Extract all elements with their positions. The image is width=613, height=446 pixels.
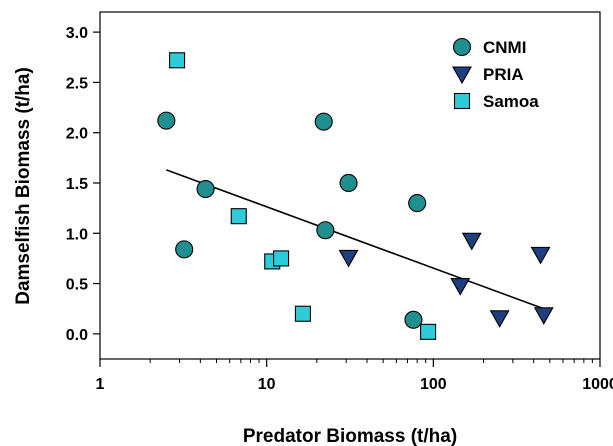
cnmi-point bbox=[404, 310, 423, 329]
cnmi-point bbox=[196, 179, 215, 199]
y-tick-label: 2.0 bbox=[66, 126, 88, 143]
legend-samoa-marker bbox=[453, 92, 471, 110]
y-tick-label: 3.0 bbox=[66, 25, 88, 42]
y-tick-label: 0.5 bbox=[66, 277, 88, 294]
y-axis-title: Damselfish Biomass (t/ha) bbox=[13, 67, 34, 305]
x-axis-ticks: 1 10 100 1000 bbox=[96, 359, 613, 393]
x-tick-label: 1 bbox=[96, 376, 105, 393]
y-axis-ticks: 0.0 0.5 1.0 1.5 2.0 2.5 3.0 bbox=[66, 25, 100, 344]
pria-point bbox=[489, 310, 510, 328]
legend: CNMI PRIA Samoa bbox=[452, 37, 539, 111]
regression-line bbox=[166, 169, 545, 310]
cnmi-point bbox=[314, 112, 333, 131]
cnmi-point bbox=[316, 221, 335, 240]
pria-point bbox=[461, 232, 482, 251]
y-tick-label: 2.5 bbox=[66, 75, 88, 92]
legend-pria-marker bbox=[452, 66, 472, 85]
x-tick-label: 100 bbox=[420, 376, 447, 393]
samoa-point bbox=[420, 323, 437, 340]
legend-pria-label: PRIA bbox=[483, 65, 524, 84]
trendline-layer bbox=[166, 169, 545, 310]
legend-samoa-label: Samoa bbox=[483, 92, 539, 111]
legend-cnmi-marker bbox=[452, 37, 472, 57]
pria-point bbox=[533, 307, 554, 325]
x-axis-title: Predator Biomass (t/ha) bbox=[243, 426, 457, 446]
cnmi-point bbox=[175, 240, 194, 259]
pria-point bbox=[530, 246, 551, 265]
y-tick-label: 0.0 bbox=[66, 327, 88, 344]
y-tick-label: 1.0 bbox=[66, 226, 88, 243]
cnmi-point bbox=[339, 173, 358, 193]
samoa-point bbox=[273, 250, 290, 267]
pria-point bbox=[450, 278, 471, 296]
x-tick-label: 10 bbox=[258, 376, 276, 393]
pria-point bbox=[338, 249, 359, 268]
cnmi-point bbox=[157, 111, 176, 130]
samoa-point bbox=[294, 305, 311, 322]
legend-cnmi-label: CNMI bbox=[483, 38, 526, 57]
samoa-point bbox=[230, 208, 247, 225]
y-tick-label: 1.5 bbox=[66, 176, 88, 193]
cnmi-point bbox=[408, 194, 427, 213]
data-points-layer bbox=[157, 52, 554, 340]
samoa-point bbox=[169, 52, 186, 69]
x-tick-label: 1000 bbox=[582, 376, 613, 393]
